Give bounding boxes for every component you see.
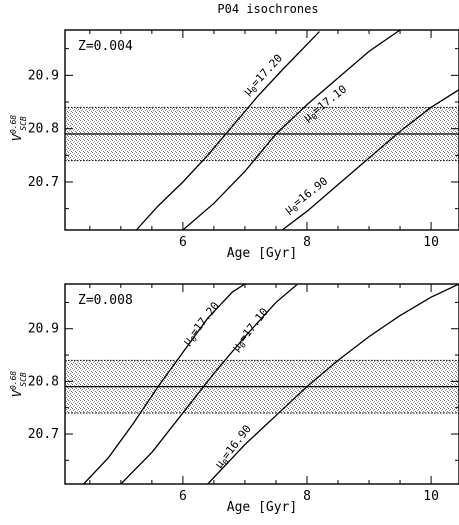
x-tick-label-10: 10 xyxy=(423,235,439,250)
y-axis-label-base: V xyxy=(10,389,24,397)
y-axis-label-sup: 0.68 xyxy=(9,115,18,134)
x-tick-label-6: 6 xyxy=(179,489,187,504)
figure-title: P04 isochrones xyxy=(217,2,318,16)
curve-label-mu-17-20-sub: 0 xyxy=(250,85,260,95)
isochrone-mu-17-20 xyxy=(135,31,320,230)
curve-label-mu-16-90-sub: 0 xyxy=(221,457,231,466)
y-axis-label-sup: 0.68 xyxy=(9,371,18,390)
plot-frame xyxy=(64,283,459,485)
x-tick-label-6: 6 xyxy=(179,235,187,250)
y-tick-label-20-8: 20.8 xyxy=(28,122,59,137)
y-axis-label-sub: SCB xyxy=(19,372,28,387)
curve-label-mu-16-90-sub: 0 xyxy=(291,204,300,214)
plot-frame xyxy=(64,29,459,231)
x-ticks xyxy=(89,30,432,230)
y-tick-label-20-7: 20.7 xyxy=(28,427,59,442)
curve-label-mu-17-20-value: =17.20 xyxy=(187,299,222,338)
curve-label-mu-17-10: μ0=17.10 xyxy=(229,305,272,355)
curve-label-mu-16-90-value: =16.90 xyxy=(219,422,254,461)
curve-label-mu-17-20-sub: 0 xyxy=(189,334,199,343)
curve-label-mu-17-20: μ0=17.20 xyxy=(241,52,287,100)
y-tick-label-20-9: 20.9 xyxy=(28,322,59,337)
y-tick-label-20-9: 20.9 xyxy=(28,68,59,83)
isochrone-mu-17-10 xyxy=(120,284,299,484)
curve-label-mu-17-20-value: =17.20 xyxy=(248,52,285,90)
panel-label: Z=0.008 xyxy=(78,293,133,308)
panel-bottom: 6 8 10 20.7 20.8 20.9 Z=0.008 Age [Gyr] … xyxy=(9,283,459,515)
y-axis-label: V0.68SCB xyxy=(9,371,28,398)
y-axis-label: V0.68SCB xyxy=(9,115,28,142)
panel-label: Z=0.004 xyxy=(78,39,133,54)
curve-label-mu-16-90: μ0=16.90 xyxy=(212,422,255,472)
curve-label-mu-17-10-value: =17.10 xyxy=(236,305,271,344)
y-axis-label-base: V xyxy=(10,133,24,141)
y-axis-label-sub: SCB xyxy=(19,116,28,131)
y-tick-label-20-7: 20.7 xyxy=(28,175,59,190)
isochrone-mu-17-20 xyxy=(83,284,246,484)
x-axis-label: Age [Gyr] xyxy=(227,246,297,261)
curve-label-mu-17-10-sub: 0 xyxy=(238,340,248,349)
isochrone-mu-17-10 xyxy=(182,30,401,230)
isochrone-mu-16-90 xyxy=(281,89,459,230)
isochrone-mu-16-90 xyxy=(207,284,459,484)
curve-label-mu-17-10-sub: 0 xyxy=(310,112,319,122)
y-tick-label-20-8: 20.8 xyxy=(28,374,59,389)
panel-top: 6 8 10 20.7 20.8 20.9 Z=0.004 Age [Gyr] … xyxy=(9,29,459,261)
x-tick-label-8: 8 xyxy=(303,489,311,504)
curve-label-mu-16-90-value: =16.90 xyxy=(291,175,330,210)
x-tick-label-8: 8 xyxy=(303,235,311,250)
x-tick-label-10: 10 xyxy=(423,489,439,504)
x-axis-label: Age [Gyr] xyxy=(227,500,297,515)
curve-label-mu-17-20: μ0=17.20 xyxy=(180,299,223,349)
